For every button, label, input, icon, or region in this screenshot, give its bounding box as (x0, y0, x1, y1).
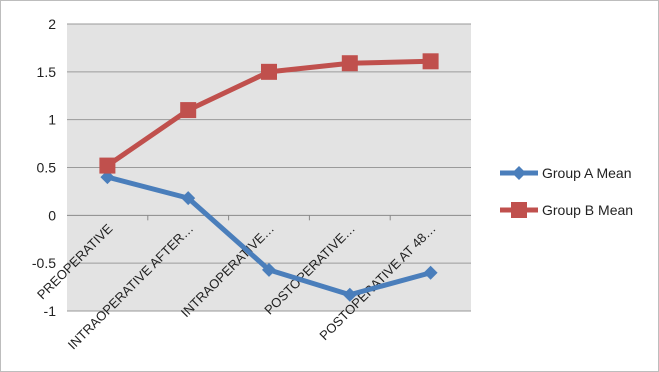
data-point-diamond (512, 166, 526, 180)
data-point-square (422, 53, 439, 70)
series-2 (99, 53, 439, 174)
legend-entry: Group A Mean (500, 165, 632, 181)
y-tick-label: -0.5 (32, 255, 56, 271)
data-point-square (511, 202, 527, 218)
y-tick-label: 2 (48, 16, 56, 32)
data-point-diamond (423, 265, 438, 280)
y-tick-label: 1 (48, 112, 56, 128)
data-point-square (180, 102, 197, 119)
data-point-square (99, 157, 116, 174)
y-axis-tick-labels: 2 1.5 1 0.5 0 -0.5 -1 (32, 16, 56, 319)
legend-label: Group A Mean (542, 165, 632, 181)
series-1 (100, 170, 438, 302)
series-lines (99, 53, 439, 302)
y-tick-label: 1.5 (37, 64, 57, 80)
y-tick-label: -1 (44, 303, 57, 319)
legend-label: Group B Mean (542, 202, 633, 218)
data-point-square (341, 55, 358, 72)
data-point-diamond (181, 191, 196, 206)
y-tick-label: 0 (48, 207, 56, 223)
y-tick-label: 0.5 (37, 160, 57, 176)
data-point-diamond (342, 287, 357, 302)
data-point-square (261, 63, 277, 80)
legend: Group A Mean Group B Mean (500, 165, 633, 218)
legend-entry: Group B Mean (500, 202, 633, 218)
data-point-diamond (262, 262, 276, 277)
